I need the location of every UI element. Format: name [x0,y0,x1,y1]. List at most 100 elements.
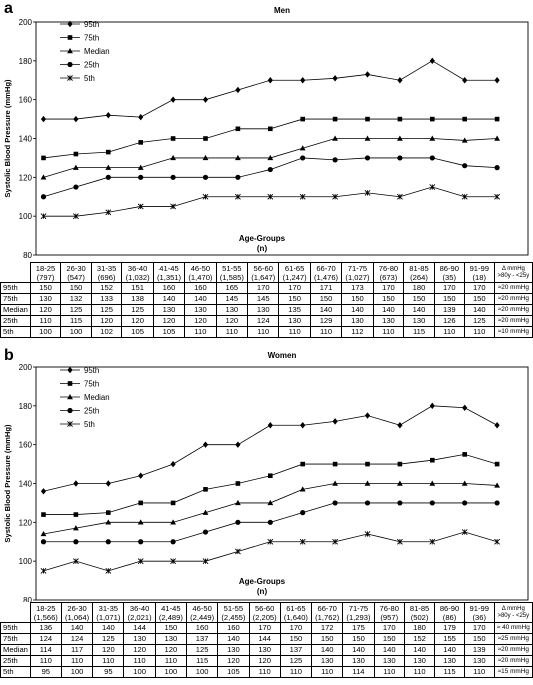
age-group-header: 81-85 (502) [403,602,436,623]
table-cell: 115 [60,315,92,327]
table-cell: 95 [29,666,62,678]
table-cell: 155 [434,633,465,645]
series-5th [40,184,501,220]
data-point [138,113,144,121]
table-cell: 152 [403,633,436,645]
table-cell: 102 [90,326,123,338]
table-cell: 132 [60,293,92,305]
table-cell: 120 [29,304,62,316]
age-group-header: 91-99 (18) [463,262,495,283]
data-point [203,487,208,492]
age-group-header: 61-65 (1,640) [279,602,313,623]
table-cell: 130 [341,315,374,327]
series-line [43,60,498,120]
age-group-header: 36-40 (1,032) [121,262,154,283]
data-point [105,519,112,525]
data-point [300,155,306,161]
table-cell: 130 [463,655,495,667]
table-cell: 110 [309,326,343,338]
data-point [364,500,371,506]
table-cell: 117 [60,644,94,656]
table-cell: 100 [60,666,94,678]
age-group-header: 31-35 (1,071) [92,602,125,623]
data-point [299,538,306,545]
data-point [170,539,176,545]
table-cell: 125 [463,315,495,327]
row-label: 25th [0,315,31,327]
age-group-header: 56-60 (2,205) [248,602,281,623]
table-cell: 160 [185,622,219,634]
row-label: 5th [0,326,31,338]
y-axis-label: Systolic Blood Pressure (mmHg) [3,424,12,543]
legend-marker [67,394,73,400]
table-cell: 170 [248,622,281,634]
table-cell: 105 [121,326,154,338]
table-row: 75th 130 132 133 138 140 140 145 145 150 150 150 150… [0,293,533,305]
table-row: 25th 110 110 110 110 110 115 120 120 125 130 130 130… [0,655,533,667]
age-group-header: 66-70 (1,762) [311,602,344,623]
series-line [43,157,498,198]
data-point [462,404,468,411]
delta-cell: ≈20 mmHg [493,655,533,667]
data-point [73,525,79,531]
legend-marker [67,407,73,414]
table-cell: 144 [248,633,281,645]
data-point [332,418,338,425]
age-group-header: 91-99 (36) [463,602,495,623]
table-cell: 150 [29,282,62,294]
data-point [462,163,468,169]
data-point [40,213,47,220]
y-tick-label: 80 [23,596,32,602]
y-tick-label: 140 [19,480,33,489]
data-point [41,512,46,517]
data-point [267,538,274,545]
table-cell: 120 [248,655,281,667]
chart-women: Women 80 100 120 140 160 180 200 Systolic Blood … [3,351,529,602]
data-point [170,500,176,506]
age-group-header: 71-75 (1,027) [341,262,374,283]
data-point [429,155,435,161]
table-cell: 110 [372,326,405,338]
table-cell: 140 [60,622,94,634]
age-group-header: 18-25 (797) [29,262,62,283]
legend-entry: 95th [60,366,99,375]
table-cell: 137 [185,633,219,645]
data-point [364,412,371,419]
table-cell: 105 [217,666,250,678]
table-header-row: 18-25 (797) 26-30 (547) 31-35 (696) 36-40 (1,03… [0,262,533,283]
data-point [461,480,468,486]
table-cell: 110 [463,666,495,678]
table-cell: 140 [372,304,405,316]
table-cell: 110 [279,666,313,678]
age-group-header: 41-45 (1,351) [152,262,186,283]
age-group-header: 31-35 (696) [90,262,123,283]
legend-marker [67,61,73,68]
table-cell: 130 [152,304,186,316]
age-group-header: 81-85 (264) [403,262,435,283]
table-cell: 140 [434,644,465,656]
table-cell: 150 [60,282,92,294]
data-point [170,460,176,468]
table-cell: 120 [90,315,123,327]
table-row: 5th 100 100 102 105 105 110 110 110 110 110 112 110 1… [0,326,533,338]
y-tick-label: 140 [19,135,33,144]
y-tick-label: 80 [23,251,32,260]
data-point [170,558,177,565]
y-tick-label: 120 [19,518,33,527]
x-axis-label: Age-Groups [239,577,286,586]
table-row: 25th 110 115 120 120 120 120 120 124 130 129 130 130… [0,315,533,327]
data-point [235,154,241,161]
data-point [105,164,112,170]
table-cell: 110 [403,666,436,678]
series-95th [40,402,500,495]
data-point [40,174,47,180]
data-point [494,77,500,84]
table-cell: 110 [463,326,495,338]
delta-cell: ≈20 mmHg [493,644,533,656]
table-cell: 150 [154,622,188,634]
data-point [332,500,338,506]
table-cell: 110 [184,326,217,338]
data-point [40,194,47,200]
delta-cell: ≈20 mmHg [493,315,533,327]
table-cell: 139 [463,644,495,656]
